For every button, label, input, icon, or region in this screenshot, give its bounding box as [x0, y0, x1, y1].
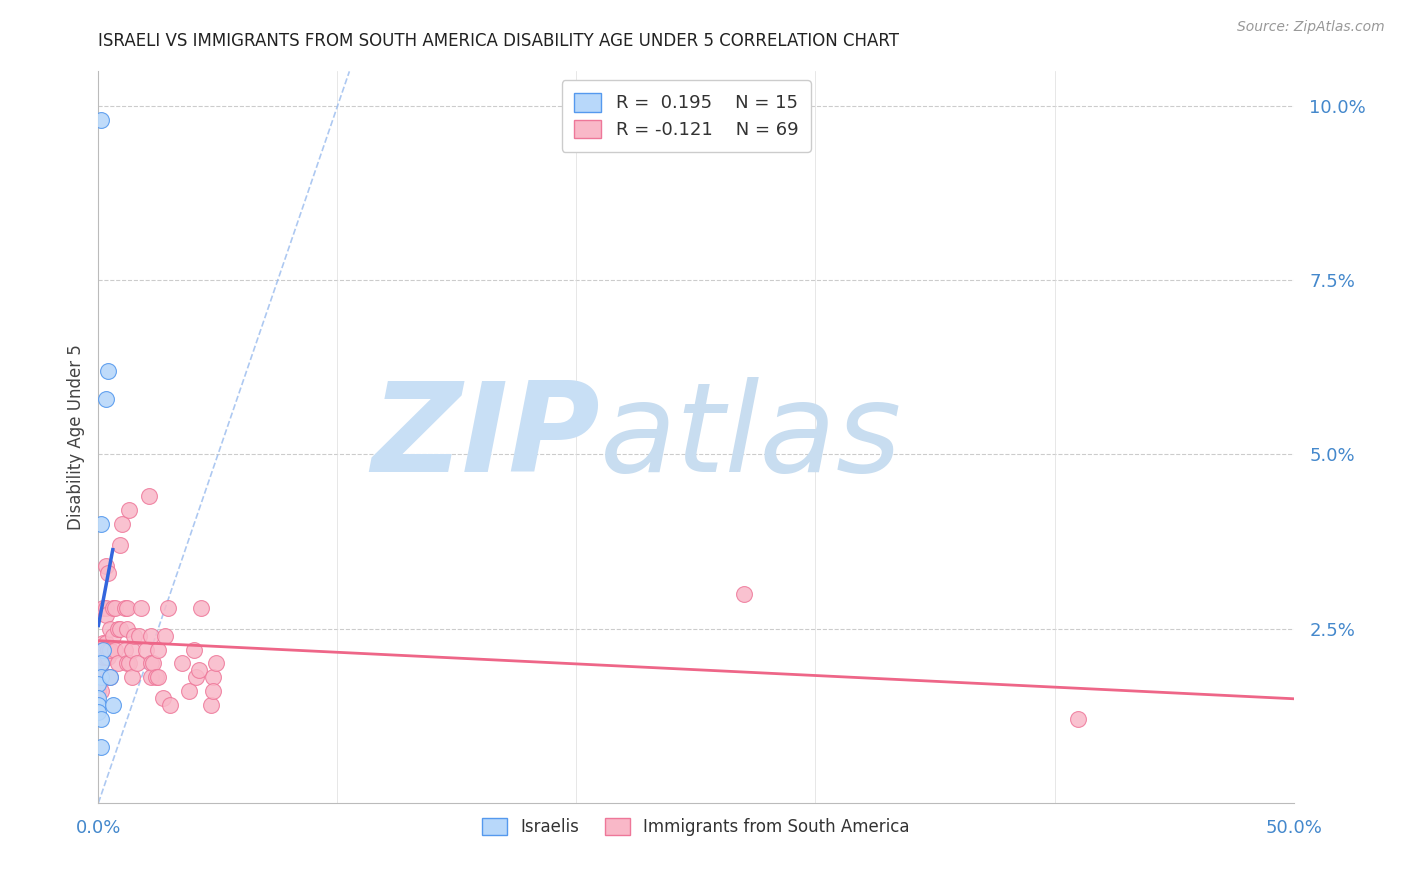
Text: ISRAELI VS IMMIGRANTS FROM SOUTH AMERICA DISABILITY AGE UNDER 5 CORRELATION CHAR: ISRAELI VS IMMIGRANTS FROM SOUTH AMERICA…: [98, 32, 900, 50]
Point: [97, 649, 120, 664]
Point: [111, 517, 134, 532]
Point: [91, 670, 114, 684]
Point: [87, 684, 110, 698]
Point: [91, 600, 114, 615]
Point: [94, 649, 117, 664]
Point: [97, 642, 120, 657]
Point: [101, 600, 124, 615]
Point: [200, 698, 222, 713]
Point: [97, 566, 120, 580]
Point: [115, 622, 138, 636]
Point: [90, 657, 112, 671]
Point: [98, 670, 122, 684]
Point: [187, 664, 209, 678]
Point: [87, 677, 110, 691]
Point: [94, 392, 117, 406]
Point: [90, 670, 112, 684]
Point: [124, 629, 146, 643]
Point: [94, 600, 117, 615]
Point: [98, 670, 122, 684]
Point: [128, 629, 150, 643]
Point: [87, 705, 110, 719]
Point: [87, 691, 110, 706]
Legend: Israelis, Immigrants from South America: Israelis, Immigrants from South America: [472, 807, 920, 846]
Point: [139, 670, 162, 684]
Point: [90, 684, 112, 698]
Point: [156, 600, 179, 615]
Point: [87, 698, 110, 713]
Point: [139, 657, 162, 671]
Point: [152, 691, 174, 706]
Point: [202, 684, 225, 698]
Point: [121, 670, 143, 684]
Point: [159, 698, 181, 713]
Point: [142, 657, 165, 671]
Point: [118, 503, 141, 517]
Point: [190, 600, 212, 615]
Point: [202, 670, 225, 684]
Point: [94, 558, 117, 573]
Point: [108, 622, 131, 636]
Point: [155, 629, 177, 643]
Point: [107, 657, 129, 671]
Point: [121, 642, 143, 657]
Point: [90, 712, 112, 726]
Point: [90, 670, 112, 684]
Point: [107, 622, 129, 636]
Point: [87, 677, 110, 691]
Text: Source: ZipAtlas.com: Source: ZipAtlas.com: [1237, 20, 1385, 34]
Point: [108, 538, 131, 552]
Point: [131, 600, 153, 615]
Point: [101, 698, 124, 713]
Point: [148, 670, 170, 684]
Point: [115, 657, 138, 671]
Point: [114, 642, 136, 657]
Point: [104, 600, 127, 615]
Point: [204, 657, 226, 671]
Point: [98, 622, 122, 636]
Point: [94, 635, 117, 649]
Point: [145, 670, 167, 684]
Point: [90, 113, 112, 128]
Point: [90, 657, 112, 671]
Point: [1067, 712, 1090, 726]
Point: [98, 642, 122, 657]
Point: [101, 629, 124, 643]
Point: [97, 364, 120, 378]
Text: atlas: atlas: [600, 376, 903, 498]
Point: [90, 670, 112, 684]
Point: [125, 657, 148, 671]
Text: ZIP: ZIP: [371, 376, 600, 498]
Point: [183, 642, 205, 657]
Point: [138, 489, 160, 503]
Point: [97, 670, 120, 684]
Point: [148, 642, 170, 657]
Point: [139, 629, 162, 643]
Point: [90, 517, 112, 532]
Point: [172, 657, 194, 671]
Point: [91, 642, 114, 657]
Point: [104, 642, 127, 657]
Point: [115, 600, 138, 615]
Point: [114, 600, 136, 615]
Point: [733, 587, 755, 601]
Y-axis label: Disability Age Under 5: Disability Age Under 5: [66, 344, 84, 530]
Point: [91, 635, 114, 649]
Point: [186, 670, 208, 684]
Point: [135, 642, 157, 657]
Point: [179, 684, 201, 698]
Point: [90, 740, 112, 755]
Point: [118, 657, 141, 671]
Point: [91, 649, 114, 664]
Point: [94, 607, 117, 622]
